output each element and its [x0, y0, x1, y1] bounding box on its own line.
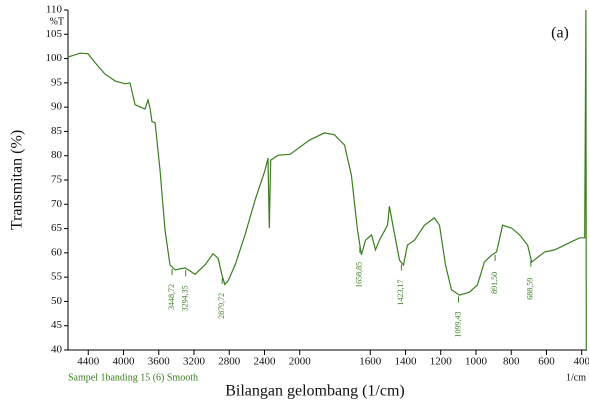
x-tick-label: 1400: [394, 356, 417, 368]
x-tick-label: 3600: [148, 356, 171, 368]
y-tick-label: 90: [51, 101, 63, 113]
x-tick-label: 1000: [465, 356, 488, 368]
x-tick-label: 2400: [253, 356, 276, 368]
spectrum-line: [67, 9, 587, 351]
x-tick-label: 3200: [183, 356, 206, 368]
y-tick-label: 65: [51, 222, 63, 234]
x-tick-label: 1200: [430, 356, 453, 368]
x-tick-label: 800: [503, 356, 520, 368]
x-tick-label: 400: [573, 356, 589, 368]
y-unit: %T: [50, 16, 64, 27]
peak-label: 2879,72: [217, 293, 226, 319]
y-axis-label: Transmitan (%): [9, 130, 26, 230]
y-tick-label: 110: [46, 4, 63, 16]
y-tick-label: 75: [51, 174, 63, 186]
y-tick-label: 60: [51, 246, 63, 258]
peak-label: 891,50: [490, 272, 499, 294]
x-tick-label: 2000: [289, 356, 312, 368]
y-tick-label: 55: [51, 271, 63, 283]
y-tick-label: 50: [51, 295, 63, 307]
chart-title: (a): [551, 25, 569, 42]
peak-label: 1658,85: [355, 262, 364, 288]
x-tick-label: 4400: [77, 356, 100, 368]
peak-label: 688,59: [526, 278, 535, 300]
x-tick-label: 1600: [359, 356, 382, 368]
subtitle: Sampel 1banding 15 (6) Smooth: [68, 372, 198, 383]
peak-label: 3294,35: [181, 285, 190, 311]
y-tick-label: 40: [51, 344, 63, 356]
peak-label: 1423,17: [396, 279, 405, 305]
x-tick-label: 600: [538, 356, 555, 368]
y-tick-label: 105: [46, 28, 63, 40]
y-tick-label: 85: [51, 125, 63, 137]
y-tick-label: 45: [51, 319, 63, 331]
y-tick-label: 70: [51, 198, 63, 210]
y-tick-label: 95: [51, 76, 63, 88]
y-tick-label: 80: [51, 149, 63, 161]
x-axis-label: Bilangan gelombang (1/cm): [225, 383, 405, 400]
x-unit: 1/cm: [566, 372, 586, 383]
x-tick-label: 4000: [113, 356, 136, 368]
peak-label: 1099,43: [453, 311, 462, 337]
y-tick-label: 100: [46, 52, 63, 64]
peak-label: 3448,72: [167, 284, 176, 310]
x-tick-label: 2800: [218, 356, 241, 368]
